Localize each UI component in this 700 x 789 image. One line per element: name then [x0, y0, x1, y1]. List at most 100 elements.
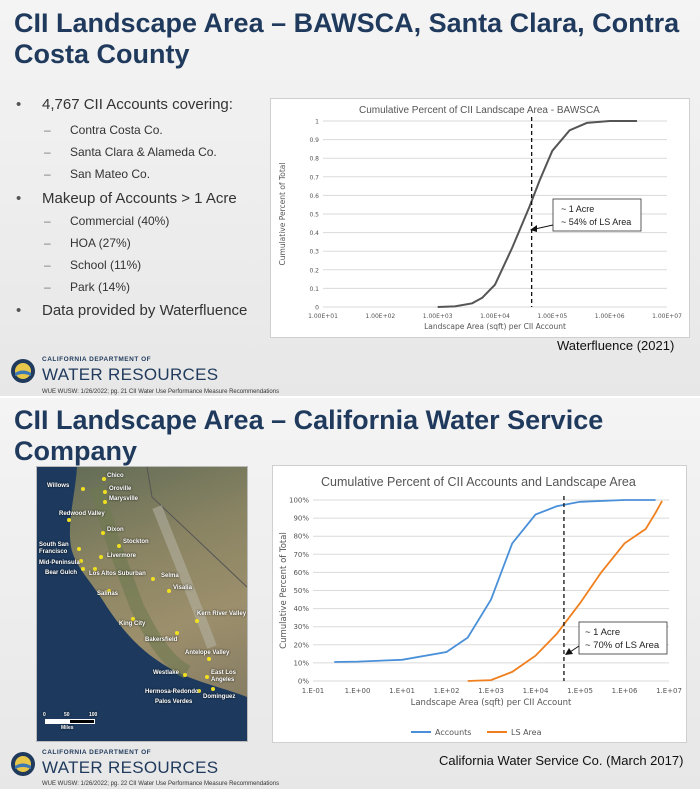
annotation-arrow	[569, 645, 580, 653]
city-label: Palos Verdes	[155, 699, 193, 705]
city-marker	[175, 631, 179, 635]
city-marker	[183, 673, 187, 677]
chart-plot: 0% 10% 20% 30% 40% 50% 60% 70% 80% 90% 100% 1.E-01 1…	[279, 496, 682, 737]
y-tick-label: 0	[315, 305, 319, 312]
bullet-source: Data provided by Waterfluence	[16, 302, 247, 319]
annotation-arrow	[534, 224, 554, 230]
y-tick-label: 0.8	[309, 156, 319, 163]
dwr-org: WATER RESOURCES	[42, 758, 219, 777]
city-marker	[102, 477, 106, 481]
city-label: Selma	[161, 573, 179, 579]
y-tick-label: 90%	[293, 515, 309, 523]
sub-bullet: School (11%)	[44, 258, 141, 272]
annotation-box	[552, 198, 642, 232]
sub-bullet: Commercial (40%)	[44, 214, 169, 228]
y-tick-label: 1	[315, 119, 319, 126]
chart-plot: 0 0.1 0.2 0.3 0.4 0.5 0.6 0.7 0.8 0.9 1 1.00E+01 1.0…	[278, 117, 682, 331]
annotation-arrowhead	[565, 648, 573, 655]
city-label: Westlake	[153, 670, 179, 676]
annotation-text: ~ 54% of LS Area	[561, 217, 631, 227]
x-tick-label: 1.E+06	[612, 687, 638, 695]
x-tick-label: 1.E+03	[478, 687, 504, 695]
x-tick-label: 1.E+01	[389, 687, 415, 695]
city-marker	[211, 687, 215, 691]
title-line-2: Company	[14, 436, 138, 466]
city-label: Stockton	[123, 539, 149, 545]
scale-label: 0	[43, 712, 46, 718]
y-tick-label: 60%	[293, 569, 309, 577]
y-tick-label: 0.3	[309, 249, 319, 256]
city-label: Livermore	[107, 553, 137, 559]
city-label: Chico	[107, 473, 124, 479]
city-label: Willows	[47, 483, 70, 489]
title-line-1: CII Landscape Area – California Water Se…	[14, 405, 604, 435]
y-tick-label: 0.1	[309, 286, 319, 293]
map-terrain	[37, 467, 247, 741]
annotation-text: ~ 70% of LS Area	[585, 640, 660, 651]
city-label: King City	[119, 621, 146, 627]
x-tick-label: 1.E+00	[345, 687, 371, 695]
y-tick-label: 0.4	[309, 230, 319, 237]
y-tick-label: 70%	[293, 551, 309, 559]
city-label: Marysville	[109, 496, 139, 502]
city-marker	[81, 567, 85, 571]
city-marker	[151, 577, 155, 581]
x-tick-label: 1.E+07	[656, 687, 682, 695]
series-line-accounts	[334, 499, 656, 663]
x-tick-label: 1.E+02	[434, 687, 460, 695]
city-marker	[107, 589, 111, 593]
city-marker	[167, 589, 171, 593]
series-line-cumulative	[437, 120, 637, 308]
sub-bullet: Contra Costa Co.	[44, 123, 163, 137]
city-label: Bakersfield	[145, 637, 178, 643]
x-tick-label: 1.00E+02	[365, 313, 395, 320]
city-label: Redwood Valley	[59, 511, 105, 517]
city-label: Los Altos Suburban	[89, 571, 146, 577]
legend-label-ls-area: LS Area	[511, 728, 542, 737]
x-tick-label: 1.00E+03	[423, 313, 453, 320]
x-tick-label: 1.E+05	[567, 687, 593, 695]
city-marker	[93, 567, 97, 571]
city-marker	[99, 555, 103, 559]
source-credit: California Water Service Co. (March 2017…	[439, 753, 684, 768]
y-tick-label: 0.9	[309, 137, 319, 144]
city-label: Mid-Peninsula	[39, 560, 80, 566]
city-marker	[101, 531, 105, 535]
city-label: Hermosa-Redondo	[145, 689, 199, 695]
dwr-logo: CALIFORNIA DEPARTMENT OF WATER RESOURCES	[10, 749, 230, 779]
y-tick-label: 40%	[293, 605, 309, 613]
x-tick-label: 1.E+04	[523, 687, 549, 695]
city-label: Dominguez	[203, 694, 236, 700]
city-marker	[81, 487, 85, 491]
chart-title: Cumulative Percent of CII Accounts and L…	[321, 475, 636, 489]
x-tick-label: 1.E-01	[302, 687, 325, 695]
x-axis-label: Landscape Area (sqft) per CII Account	[424, 322, 566, 331]
dwr-dept: CALIFORNIA DEPARTMENT OF	[42, 749, 152, 756]
sub-bullet: Park (14%)	[44, 280, 130, 294]
bullet-accounts: 4,767 CII Accounts covering:	[16, 96, 233, 113]
footer: WUE WUSW: 1/26/2022; pg. 22 CII Water Us…	[42, 781, 280, 787]
scale-label: 50	[64, 712, 70, 718]
city-marker	[131, 617, 135, 621]
slide-cal-water: CII Landscape Area – California Water Se…	[0, 398, 700, 789]
y-axis-label: Cumulative Percent of Total	[279, 532, 289, 649]
city-label: Antelope Valley	[185, 650, 230, 656]
city-label: Oroville	[109, 486, 132, 492]
city-label: Visalia	[173, 585, 192, 591]
bawsca-chart: Cumulative Percent of CII Landscape Area…	[270, 98, 690, 338]
cal-water-chart: Cumulative Percent of CII Accounts and L…	[272, 465, 687, 743]
sub-bullet: San Mateo Co.	[44, 167, 150, 181]
city-label: Bear Gulch	[45, 570, 78, 576]
slide-title: CII Landscape Area – BAWSCA, Santa Clara…	[14, 8, 679, 70]
city-marker	[197, 689, 201, 693]
city-label: South San Francisco	[39, 542, 69, 555]
y-tick-label: 50%	[293, 587, 309, 595]
city-marker	[67, 518, 71, 522]
y-tick-label: 0.5	[309, 212, 319, 219]
y-tick-label: 20%	[293, 641, 309, 649]
scale-unit: Miles	[61, 725, 74, 731]
dwr-org: WATER RESOURCES	[42, 365, 219, 384]
city-marker	[77, 547, 81, 551]
annotation-text: ~ 1 Acre	[561, 204, 594, 214]
city-marker	[117, 544, 121, 548]
